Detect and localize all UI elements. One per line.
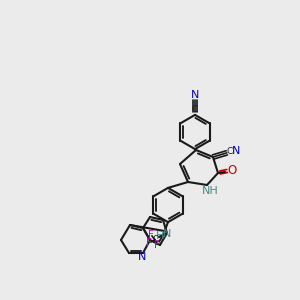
Text: O: O [227,164,237,176]
Text: N: N [163,229,171,239]
Text: F: F [154,240,160,250]
Text: C: C [227,147,233,156]
Text: H: H [156,231,164,241]
Text: N: N [191,90,199,100]
Text: F: F [148,230,154,240]
Text: C: C [192,105,198,114]
Text: C: C [152,235,158,244]
Text: N: N [232,146,240,156]
Text: NH: NH [202,186,218,196]
Text: N: N [138,252,146,262]
Text: F: F [146,238,152,248]
